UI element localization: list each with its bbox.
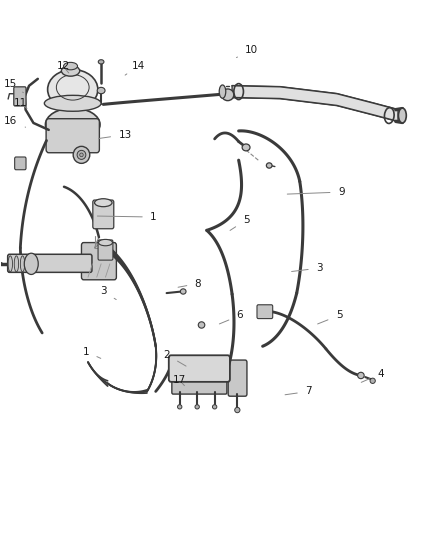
Ellipse shape	[180, 289, 186, 294]
FancyBboxPatch shape	[46, 119, 99, 153]
FancyBboxPatch shape	[98, 240, 113, 260]
FancyBboxPatch shape	[257, 305, 273, 319]
Ellipse shape	[98, 60, 104, 64]
Text: 8: 8	[178, 279, 201, 288]
Text: 13: 13	[99, 130, 132, 140]
FancyBboxPatch shape	[228, 360, 247, 396]
Text: 2: 2	[163, 350, 186, 366]
Ellipse shape	[44, 95, 101, 111]
FancyBboxPatch shape	[93, 200, 114, 229]
Ellipse shape	[14, 256, 18, 272]
Text: 5: 5	[230, 215, 250, 230]
Text: 1: 1	[97, 212, 157, 222]
Ellipse shape	[222, 89, 234, 101]
Text: 4: 4	[361, 369, 384, 382]
Ellipse shape	[97, 87, 105, 94]
Ellipse shape	[212, 405, 217, 409]
Text: 5: 5	[318, 310, 343, 324]
Ellipse shape	[242, 144, 250, 151]
FancyBboxPatch shape	[172, 376, 227, 394]
Ellipse shape	[370, 378, 375, 383]
Text: 11: 11	[14, 98, 27, 108]
Text: 17: 17	[173, 375, 186, 385]
Ellipse shape	[99, 239, 113, 246]
Ellipse shape	[46, 108, 100, 141]
Ellipse shape	[32, 256, 37, 272]
Ellipse shape	[177, 405, 182, 409]
Ellipse shape	[8, 256, 12, 272]
Text: 16: 16	[4, 116, 25, 127]
Text: 9: 9	[287, 187, 345, 197]
Ellipse shape	[95, 199, 112, 207]
Ellipse shape	[48, 69, 98, 109]
Ellipse shape	[77, 150, 86, 159]
Ellipse shape	[20, 256, 25, 272]
Text: 3: 3	[100, 286, 116, 300]
Text: 10: 10	[237, 45, 258, 58]
Text: 7: 7	[285, 386, 312, 397]
Text: 3: 3	[292, 263, 323, 273]
Text: 14: 14	[125, 61, 145, 75]
Ellipse shape	[64, 62, 78, 70]
Ellipse shape	[26, 256, 31, 272]
Ellipse shape	[198, 322, 205, 328]
FancyBboxPatch shape	[169, 356, 230, 382]
Text: 15: 15	[4, 79, 23, 93]
Ellipse shape	[61, 66, 80, 76]
Polygon shape	[232, 86, 398, 122]
Ellipse shape	[357, 372, 364, 378]
Ellipse shape	[80, 153, 83, 157]
FancyBboxPatch shape	[14, 157, 26, 169]
Ellipse shape	[73, 147, 90, 164]
Ellipse shape	[219, 85, 226, 98]
FancyBboxPatch shape	[81, 243, 117, 280]
Text: 6: 6	[219, 310, 243, 324]
Text: 1: 1	[82, 346, 101, 358]
Text: 12: 12	[57, 61, 70, 73]
Ellipse shape	[24, 253, 38, 274]
FancyBboxPatch shape	[8, 254, 92, 272]
Ellipse shape	[195, 405, 199, 409]
Ellipse shape	[266, 163, 272, 168]
Ellipse shape	[399, 108, 406, 123]
FancyBboxPatch shape	[14, 87, 26, 106]
Ellipse shape	[235, 407, 240, 413]
